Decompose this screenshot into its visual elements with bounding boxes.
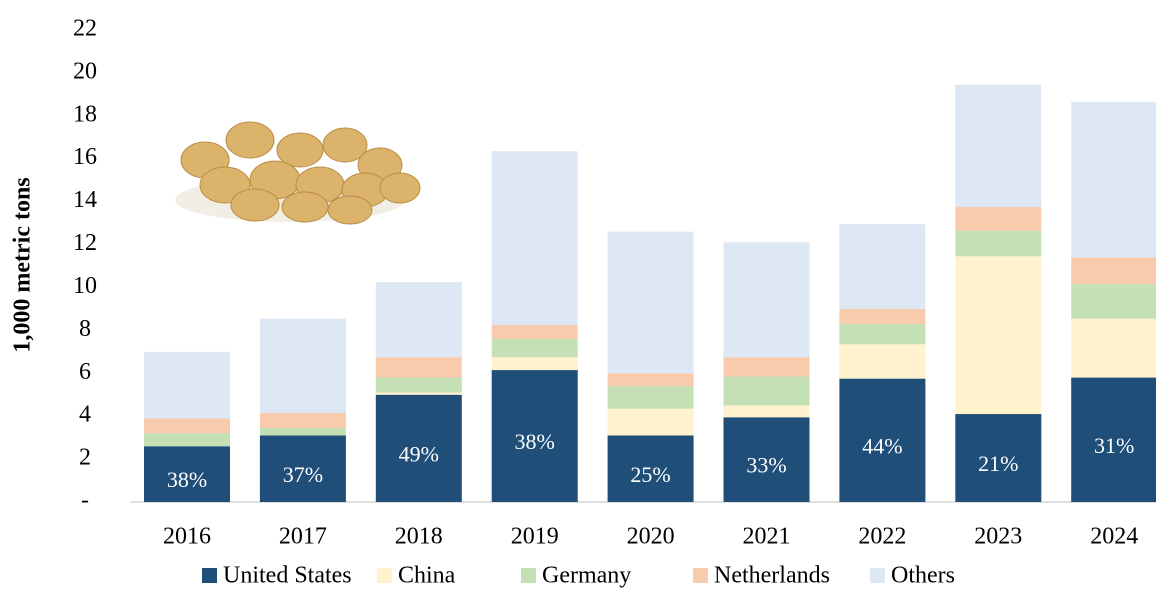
bar-segment bbox=[375, 394, 462, 502]
y-tick-label: 8 bbox=[79, 316, 91, 342]
x-tick-label: 2024 bbox=[1090, 524, 1138, 550]
x-tick-label: 2017 bbox=[279, 524, 327, 550]
y-tick-label: 12 bbox=[73, 230, 97, 256]
x-tick-label: 2020 bbox=[627, 524, 675, 550]
legend-swatch bbox=[377, 568, 392, 583]
legend-label: China bbox=[398, 563, 456, 589]
y-tick-label: 6 bbox=[79, 359, 91, 385]
legend-label: United States bbox=[223, 563, 352, 589]
share-label: 37% bbox=[283, 462, 323, 487]
y-tick-label: - bbox=[81, 488, 89, 514]
bar-segment bbox=[491, 357, 578, 371]
legend-swatch bbox=[870, 568, 885, 583]
bar-segment bbox=[839, 323, 926, 345]
y-tick-label: 4 bbox=[79, 402, 91, 428]
bar-segment bbox=[259, 435, 346, 502]
bar-segment bbox=[839, 308, 926, 324]
bar-segment bbox=[491, 370, 578, 502]
bar-segment bbox=[259, 427, 346, 436]
bar-segment bbox=[259, 318, 346, 413]
share-label: 33% bbox=[746, 453, 786, 478]
x-tick-label: 2021 bbox=[743, 524, 791, 550]
x-tick-label: 2016 bbox=[163, 524, 211, 550]
bar-segment bbox=[723, 242, 810, 358]
bar-segment bbox=[375, 282, 462, 358]
bar-segment bbox=[144, 418, 230, 434]
y-tick-label: 10 bbox=[73, 273, 97, 299]
y-axis-label: 1,000 metric tons bbox=[10, 177, 36, 352]
bar-segment bbox=[375, 392, 462, 395]
y-tick-label: 16 bbox=[73, 144, 97, 170]
bar-segment bbox=[144, 446, 230, 502]
bar-segment bbox=[955, 414, 1042, 502]
y-tick-label: 2 bbox=[79, 445, 91, 471]
bar-segment bbox=[955, 84, 1042, 207]
bar-segment bbox=[839, 344, 926, 379]
bar-segment bbox=[955, 230, 1042, 257]
bar-segment bbox=[607, 373, 694, 387]
nuts-image bbox=[175, 121, 421, 225]
bar-segment bbox=[144, 351, 230, 419]
bar-segment bbox=[955, 207, 1042, 231]
share-label: 44% bbox=[862, 433, 902, 458]
bar-segment bbox=[375, 357, 462, 378]
bar-segment bbox=[491, 325, 578, 339]
bar-segment bbox=[375, 377, 462, 393]
share-label: 21% bbox=[978, 451, 1018, 476]
bar-segment bbox=[955, 256, 1042, 415]
bar-segment bbox=[607, 435, 694, 502]
legend-label: Netherlands bbox=[714, 563, 830, 589]
legend-swatch bbox=[693, 568, 708, 583]
bar-segment bbox=[723, 357, 810, 377]
bar-segment bbox=[839, 224, 926, 309]
x-tick-label: 2018 bbox=[395, 524, 443, 550]
x-tick-label: 2019 bbox=[511, 524, 559, 550]
bar-segment bbox=[1071, 318, 1156, 378]
share-label: 38% bbox=[167, 467, 207, 492]
y-tick-label: 14 bbox=[73, 187, 97, 213]
bar-segment bbox=[1071, 377, 1156, 502]
bar-segment bbox=[1071, 284, 1156, 319]
legend-swatch bbox=[521, 568, 536, 583]
bar-segment bbox=[607, 231, 694, 374]
x-tick-label: 2022 bbox=[858, 524, 906, 550]
bar-segment bbox=[1071, 101, 1156, 258]
share-label: 49% bbox=[399, 441, 439, 466]
bar-segment bbox=[723, 376, 810, 406]
legend-label: Germany bbox=[542, 563, 631, 589]
share-label: 38% bbox=[515, 429, 555, 454]
legend-swatch bbox=[202, 568, 217, 583]
bar-segment bbox=[1071, 257, 1156, 285]
y-tick-label: 22 bbox=[73, 16, 97, 42]
bar-segment bbox=[491, 338, 578, 358]
bar-segment bbox=[723, 417, 810, 502]
share-label: 31% bbox=[1094, 433, 1134, 458]
bar-segment bbox=[607, 408, 694, 436]
bar-segment bbox=[144, 433, 230, 447]
y-tick-label: 20 bbox=[73, 58, 97, 84]
bar-segment bbox=[839, 378, 926, 502]
y-tick-label: 18 bbox=[73, 101, 97, 127]
legend-label: Others bbox=[891, 563, 955, 589]
bar-segment bbox=[723, 405, 810, 418]
bar-segment bbox=[491, 151, 578, 325]
bar-segment bbox=[607, 386, 694, 409]
share-label: 25% bbox=[630, 462, 670, 487]
x-tick-label: 2023 bbox=[974, 524, 1022, 550]
bar-segment bbox=[259, 412, 346, 428]
